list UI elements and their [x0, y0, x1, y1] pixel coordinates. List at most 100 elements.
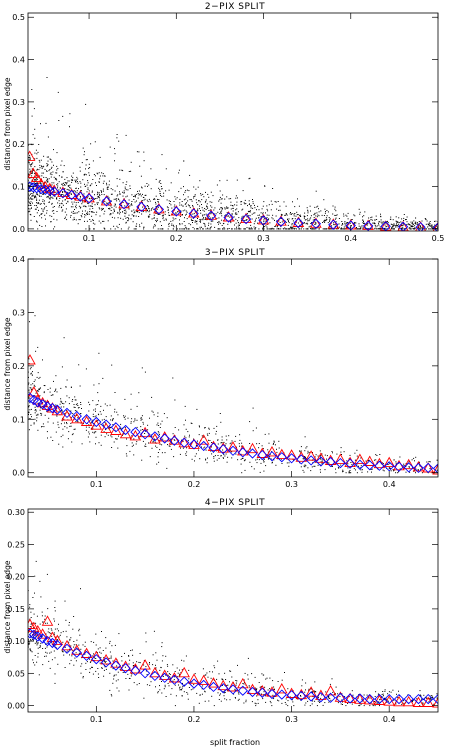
scatter-point [181, 223, 183, 225]
scatter-point [388, 467, 390, 469]
scatter-point [85, 103, 87, 105]
scatter-point [174, 705, 176, 707]
scatter-point [405, 471, 407, 473]
scatter-point [34, 179, 36, 181]
scatter-point [287, 705, 289, 707]
scatter-point [41, 426, 43, 427]
scatter-point [125, 189, 127, 191]
scatter-point [83, 174, 85, 175]
scatter-point [140, 195, 142, 197]
scatter-point [36, 206, 38, 208]
scatter-point [341, 228, 343, 230]
scatter-point [226, 228, 228, 230]
scatter-point [142, 421, 144, 423]
scatter-point [35, 193, 37, 195]
scatter-point [31, 198, 33, 200]
triangle-marker [61, 639, 73, 651]
scatter-point [69, 639, 71, 641]
y-tick-label: 0.25 [7, 540, 25, 549]
scatter-point [148, 198, 150, 200]
scatter-point [361, 228, 363, 230]
scatter-point [49, 173, 51, 175]
scatter-point [125, 184, 127, 185]
scatter-point [301, 698, 303, 700]
scatter-point [285, 228, 287, 230]
scatter-point [88, 431, 90, 433]
scatter-point [91, 211, 93, 213]
triangle-marker [432, 221, 438, 231]
scatter-point [305, 447, 307, 449]
scatter-point [377, 693, 379, 695]
scatter-point [314, 456, 316, 458]
scatter-point [202, 668, 204, 670]
scatter-point [47, 136, 49, 138]
scatter-point [66, 395, 68, 397]
scatter-point [119, 213, 121, 215]
scatter-point [45, 405, 47, 407]
scatter-point [175, 218, 177, 220]
scatter-point [61, 403, 63, 404]
scatter-point [123, 209, 125, 211]
scatter-point [198, 200, 200, 202]
scatter-point [228, 228, 230, 229]
scatter-point [133, 228, 135, 230]
scatter-point [370, 217, 372, 219]
scatter-point [41, 172, 43, 174]
scatter-point [181, 201, 183, 202]
scatter-point [182, 447, 184, 449]
scatter-point [147, 429, 149, 431]
scatter-point [183, 194, 184, 196]
scatter-point [33, 169, 34, 171]
scatter-point [100, 190, 102, 192]
scatter-point [200, 210, 201, 211]
scatter-point [30, 650, 32, 652]
scatter-point [236, 446, 237, 448]
scatter-point [430, 225, 432, 227]
diamond-marker [159, 433, 170, 444]
scatter-point [272, 218, 274, 220]
scatter-point [190, 199, 192, 201]
scatter-point [58, 411, 60, 413]
scatter-point [342, 223, 343, 224]
scatter-point [218, 217, 220, 219]
scatter-point [93, 228, 94, 230]
scatter-point [386, 225, 388, 227]
scatter-point [155, 211, 157, 213]
scatter-point [222, 457, 224, 459]
scatter-point [414, 227, 416, 229]
scatter-point [31, 172, 33, 174]
scatter-point [235, 435, 237, 437]
scatter-point [206, 433, 208, 435]
scatter-point [173, 226, 175, 228]
scatter-point [347, 703, 349, 704]
scatter-point [169, 215, 171, 216]
scatter-point [115, 204, 116, 206]
scatter-point [74, 190, 76, 192]
scatter-point [149, 662, 150, 663]
scatter-point [146, 674, 148, 676]
scatter-point [53, 650, 55, 652]
scatter-point [418, 228, 420, 230]
scatter-point [163, 688, 165, 690]
scatter-point [65, 182, 67, 184]
scatter-point [73, 641, 75, 642]
scatter-point [154, 225, 156, 227]
scatter-point [136, 200, 137, 202]
scatter-point [224, 692, 226, 693]
scatter-point [163, 195, 165, 197]
scatter-point [36, 184, 38, 186]
scatter-point [94, 416, 96, 418]
scatter-point [291, 228, 293, 230]
scatter-point [92, 431, 94, 433]
scatter-point [34, 205, 36, 206]
scatter-point [41, 615, 43, 617]
scatter-point [376, 225, 378, 227]
scatter-point [36, 178, 38, 180]
scatter-point [241, 472, 243, 474]
scatter-point [237, 459, 239, 461]
diamond-marker [153, 204, 165, 215]
scatter-point [41, 213, 43, 215]
scatter-point [182, 440, 184, 442]
scatter-point [285, 213, 287, 214]
scatter-point [128, 202, 130, 204]
